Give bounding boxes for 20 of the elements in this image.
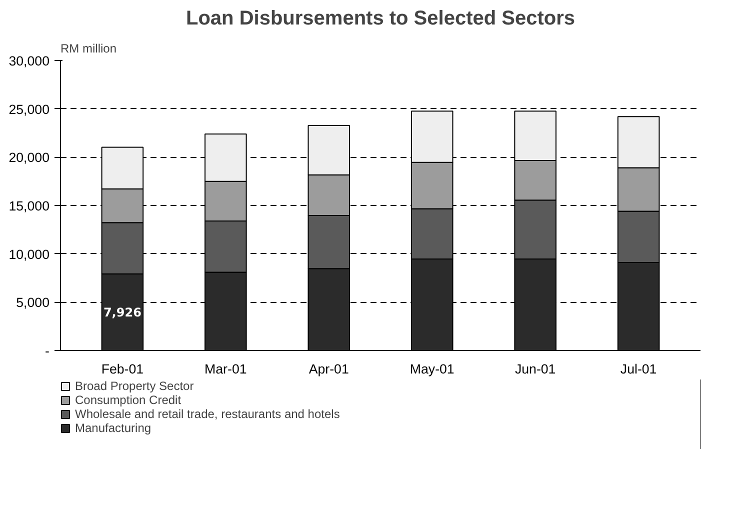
y-tick-label: - [45, 344, 50, 358]
x-tick-label: Jun-01 [514, 362, 556, 376]
x-tick-label: Mar-01 [204, 362, 247, 376]
x-tick-label: Apr-01 [308, 362, 349, 376]
y-tick-label: 30,000 [8, 54, 50, 68]
x-tick-label: Jul-01 [620, 362, 657, 376]
legend-label: Consumption Credit [75, 393, 182, 407]
y-tick-label: 10,000 [8, 246, 50, 262]
legend-label: Manufacturing [75, 421, 152, 435]
legend-label: Broad Property Sector [75, 379, 194, 393]
y-tick-label: 15,000 [8, 198, 50, 214]
y-tick-label: 25,000 [8, 102, 50, 117]
x-tick-label: May-01 [410, 362, 454, 376]
y-tick-label: 20,000 [8, 150, 50, 166]
data-label: 7,926 [103, 306, 142, 320]
y-tick-label: 5,000 [16, 295, 50, 310]
chart-title: Loan Disbursements to Selected Sectors [186, 8, 576, 30]
y-axis-title: RM million [60, 42, 117, 56]
legend-label: Wholesale and retail trade, restaurants and hotels [75, 407, 340, 421]
x-tick-label: Feb-01 [101, 362, 144, 376]
